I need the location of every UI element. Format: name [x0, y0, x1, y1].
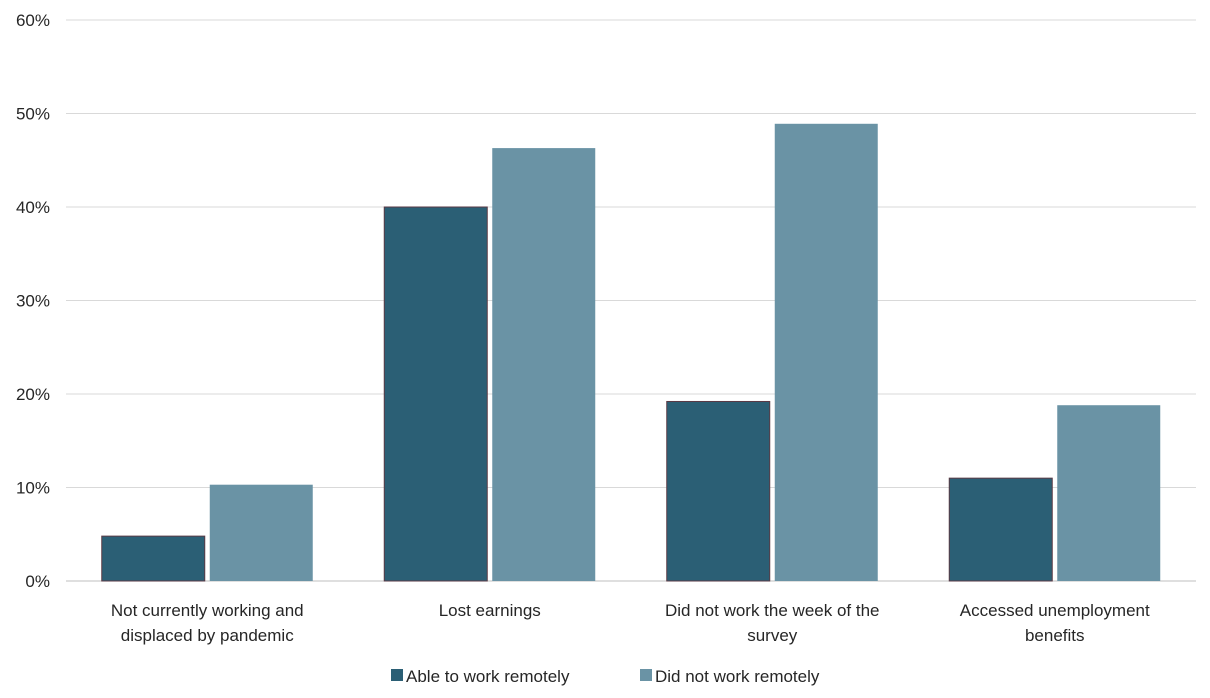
- bar-did-not-work-remotely: [774, 123, 878, 581]
- bar-did-not-work-remotely: [209, 484, 313, 581]
- y-tick-label: 0%: [25, 572, 50, 591]
- bar-able-to-work-remotely: [383, 206, 488, 582]
- category-label-line: survey: [747, 626, 798, 645]
- y-tick-label: 50%: [16, 105, 50, 124]
- category-label: Not currently working and displaced by pa…: [111, 601, 304, 645]
- bar-able-to-work-remotely: [948, 477, 1053, 582]
- y-tick-label: 10%: [16, 479, 50, 498]
- category-label-line: Lost earnings: [439, 601, 541, 620]
- legend-label: Did not work remotely: [655, 667, 820, 686]
- category-label-line: Accessed unemployment: [960, 601, 1150, 620]
- category-label: Did not work the week of the survey: [665, 601, 880, 645]
- legend-label: Able to work remotely: [406, 667, 570, 686]
- bar-did-not-work-remotely: [1057, 405, 1161, 581]
- y-tick-label: 40%: [16, 198, 50, 217]
- bar-able-to-work-remotely: [101, 535, 206, 582]
- bars: [101, 123, 1161, 582]
- legend-swatch: [391, 669, 403, 681]
- category-labels: Not currently working and displaced by pa…: [111, 601, 1150, 645]
- bar-able-to-work-remotely: [666, 400, 771, 582]
- legend: Able to work remotely Did not work remote…: [391, 667, 820, 686]
- category-label: Lost earnings: [439, 601, 541, 620]
- category-label-line: Did not work the week of the: [665, 601, 880, 620]
- category-label-line: benefits: [1025, 626, 1085, 645]
- category-label-line: displaced by pandemic: [121, 626, 294, 645]
- y-axis-tick-labels: 0% 10% 20% 30% 40% 50% 60%: [16, 11, 50, 591]
- legend-swatch: [640, 669, 652, 681]
- y-tick-label: 30%: [16, 292, 50, 311]
- category-label: Accessed unemployment benefits: [960, 601, 1150, 645]
- y-tick-label: 20%: [16, 385, 50, 404]
- bar-did-not-work-remotely: [492, 148, 596, 581]
- y-tick-label: 60%: [16, 11, 50, 30]
- category-label-line: Not currently working and: [111, 601, 304, 620]
